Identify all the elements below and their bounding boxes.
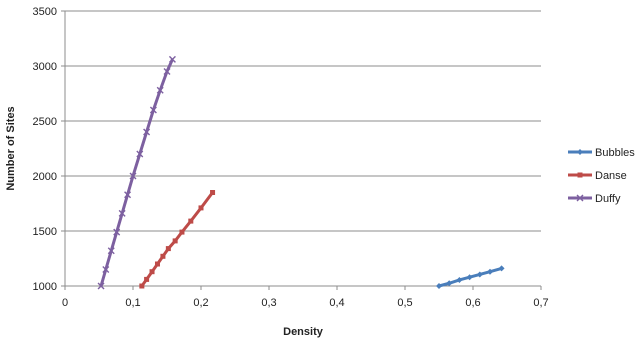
data-point (149, 269, 155, 275)
x-axis-title: Density (283, 326, 324, 338)
data-point (97, 282, 105, 290)
data-point (139, 283, 145, 289)
data-point-stroke (113, 228, 121, 236)
data-point (156, 86, 164, 94)
data-point-stroke (124, 191, 132, 199)
series-duffy (97, 55, 176, 290)
series-danse (139, 190, 216, 289)
series-bubbles (436, 265, 505, 289)
data-point-stroke (136, 150, 144, 158)
legend: Bubbles Danse Duffy (568, 147, 635, 205)
y-tick-label: 2500 (33, 116, 57, 128)
axes (61, 10, 542, 290)
data-point (165, 246, 171, 252)
data-point (188, 218, 194, 224)
data-point (198, 205, 204, 211)
legend-label: Bubbles (595, 147, 635, 159)
y-axis-title: Number of Sites (5, 106, 17, 190)
data-series (97, 55, 505, 290)
data-point (576, 194, 584, 202)
data-point (498, 265, 505, 272)
x-tick-label: 0 (62, 297, 68, 309)
y-tick-label: 1000 (33, 281, 57, 293)
data-point (149, 106, 157, 114)
data-point (577, 172, 583, 178)
data-point (466, 274, 473, 281)
data-point (154, 261, 160, 267)
data-point-stroke (143, 128, 151, 136)
legend-label: Danse (595, 170, 627, 182)
data-point-stroke (129, 172, 137, 180)
legend-item-bubbles: Bubbles (568, 147, 635, 159)
data-point-stroke (156, 86, 164, 94)
data-point (168, 55, 176, 63)
data-point-stroke (168, 55, 176, 63)
data-point (456, 276, 463, 283)
data-point (172, 238, 178, 244)
data-point-stroke (107, 247, 115, 255)
y-tick-label: 1500 (33, 226, 57, 238)
legend-item-danse: Danse (568, 170, 627, 182)
data-point (107, 247, 115, 255)
data-point (487, 268, 493, 275)
data-point-stroke (163, 68, 171, 75)
x-tick-labels: 0 0,1 0,2 0,3 0,4 0,5 0,6 0,7 (62, 297, 549, 309)
x-tick-label: 0,5 (397, 297, 412, 309)
data-point (160, 253, 166, 259)
data-point-stroke (118, 209, 126, 217)
data-point (136, 150, 144, 158)
data-point (113, 228, 121, 236)
data-point (129, 172, 137, 180)
legend-label: Duffy (595, 193, 621, 205)
gridlines (65, 10, 541, 287)
data-point (577, 149, 583, 155)
data-point (124, 191, 132, 199)
y-tick-labels: 1000 1500 2000 2500 3000 3500 (33, 6, 57, 293)
data-point-stroke (149, 106, 157, 114)
x-tick-label: 0,2 (193, 297, 208, 309)
x-tick-label: 0,6 (465, 297, 480, 309)
data-point-stroke (102, 266, 110, 273)
y-tick-label: 2000 (33, 171, 57, 183)
x-tick-label: 0,3 (261, 297, 276, 309)
legend-item-duffy: Duffy (568, 193, 621, 205)
x-tick-label: 0,7 (533, 297, 548, 309)
data-point (118, 209, 126, 217)
data-point-stroke (97, 282, 105, 290)
data-point (179, 229, 185, 235)
y-tick-label: 3500 (33, 6, 57, 18)
data-point (446, 280, 453, 287)
data-point (144, 276, 150, 282)
y-tick-label: 3000 (33, 61, 57, 73)
data-point (436, 283, 442, 289)
x-tick-label: 0,1 (125, 297, 140, 309)
x-tick-label: 0,4 (329, 297, 344, 309)
data-point (102, 266, 110, 273)
data-point (143, 128, 151, 136)
data-point (476, 271, 483, 278)
data-point (163, 68, 171, 75)
data-point-stroke (576, 194, 584, 202)
data-point (210, 190, 216, 195)
